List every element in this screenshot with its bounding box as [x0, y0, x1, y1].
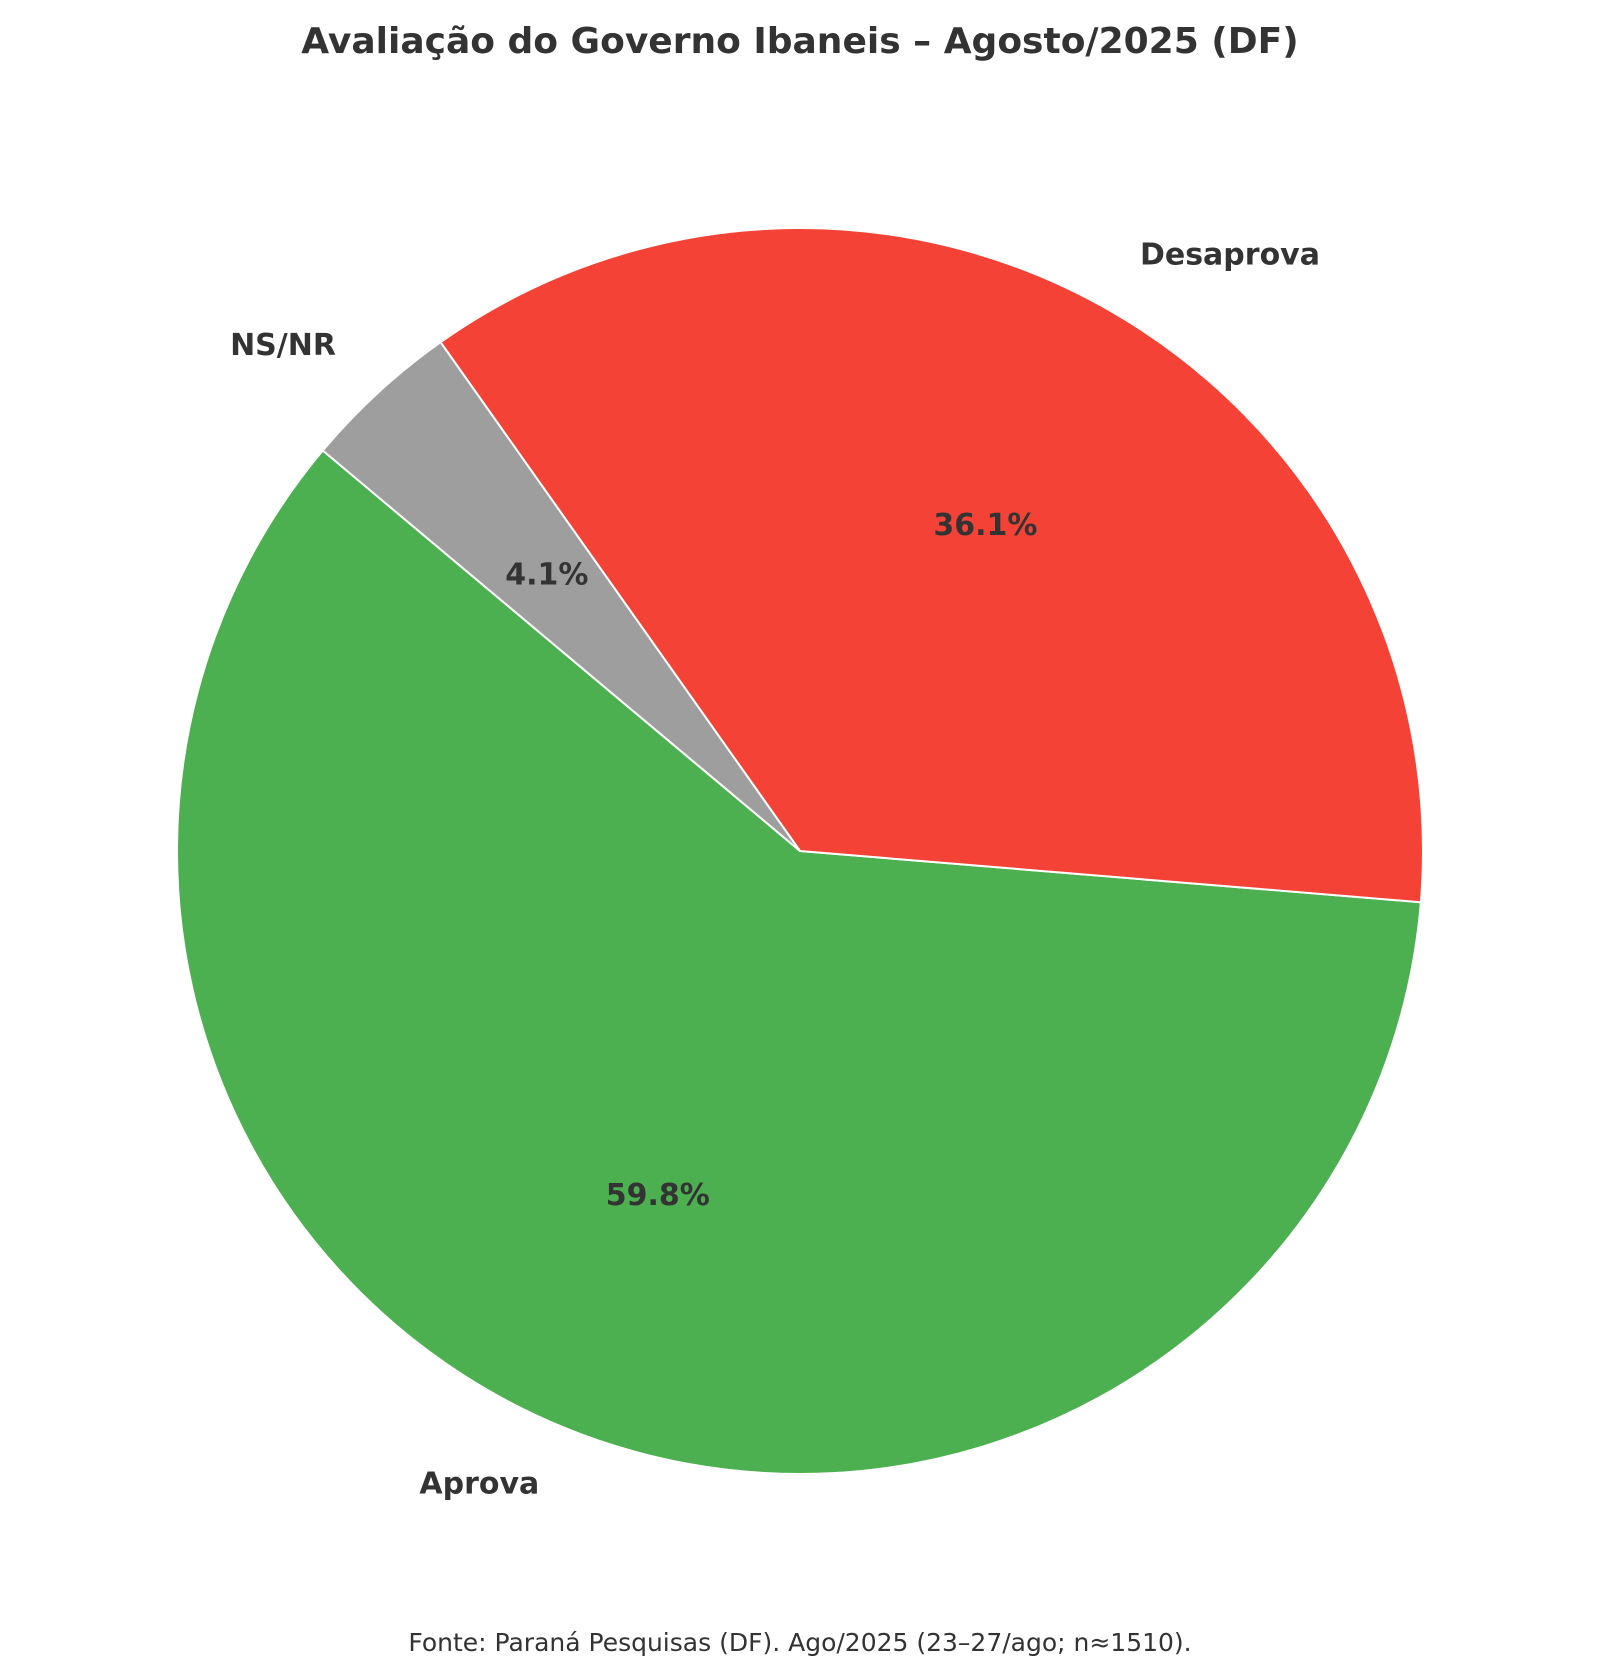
pie-slice: [439, 227, 1424, 904]
value-label: 59.8%: [606, 1178, 710, 1213]
pie-slice: [321, 340, 801, 852]
chart-title: Avaliação do Governo Ibaneis – Agosto/20…: [301, 21, 1298, 62]
slice-label: NS/NR: [230, 328, 336, 363]
value-label: 4.1%: [505, 557, 588, 592]
slice-label: Aprova: [419, 1466, 539, 1501]
pie-slice: [176, 449, 1422, 1475]
value-label: 36.1%: [933, 508, 1037, 543]
source-note: Fonte: Paraná Pesquisas (DF). Ago/2025 (…: [408, 1628, 1191, 1657]
slice-label: Desaprova: [1140, 237, 1320, 272]
